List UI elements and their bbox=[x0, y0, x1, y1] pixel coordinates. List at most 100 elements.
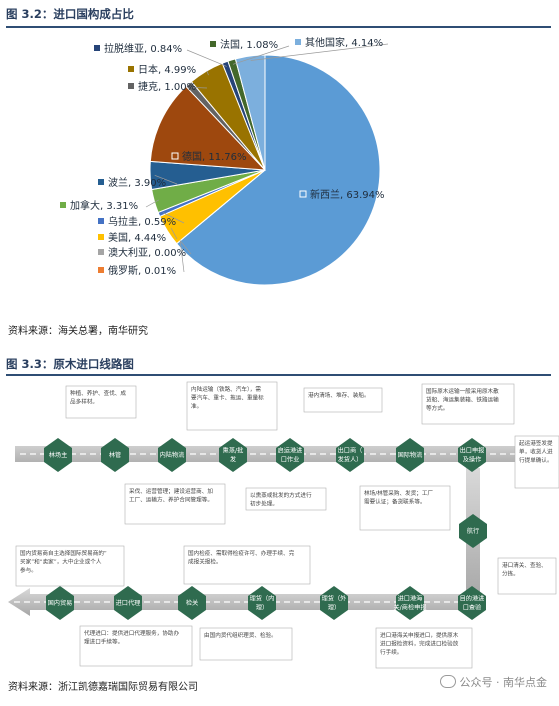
note-13 bbox=[375, 627, 473, 669]
pie-slice-7 bbox=[149, 85, 267, 171]
legend-key-10 bbox=[94, 45, 100, 51]
legend-key-0 bbox=[299, 190, 307, 198]
leader-line-3 bbox=[170, 227, 178, 240]
flow-node-bottom-3-label: 理货（内 bbox=[250, 595, 275, 603]
legend-key-12 bbox=[295, 39, 301, 45]
watermark: 公众号 · 南华点金 bbox=[439, 674, 547, 690]
leader-line-5 bbox=[145, 199, 159, 208]
note-0 bbox=[65, 385, 137, 419]
flow-node-bottom-5-label: 进口港海 bbox=[398, 595, 423, 603]
pie-label-12: 其他国家, 4.14% bbox=[305, 36, 383, 49]
note-10-text: 分拣。 bbox=[502, 570, 519, 578]
pie-label-0: 新西兰, 63.94% bbox=[310, 188, 385, 201]
leader-line-9 bbox=[206, 70, 209, 76]
flow-node-top-7 bbox=[458, 438, 486, 472]
pie-label-2: 澳大利亚, 0.00% bbox=[108, 246, 186, 259]
note-11-text: 理进口手续等。 bbox=[84, 638, 123, 646]
note-8-text: 买家”和“卖家”，大中企业或个人 bbox=[20, 558, 102, 566]
flow-node-top-2-label: 内陆物流 bbox=[160, 451, 185, 459]
legend-key-7 bbox=[171, 152, 179, 160]
legend-key-2 bbox=[98, 249, 104, 255]
pie-chart: 新西兰, 63.94% 俄罗斯, 0.01% 澳大利亚, 0.00% 美国, 4.44… bbox=[60, 36, 389, 286]
flow-node-bottom-5 bbox=[396, 586, 424, 620]
note-4-text: 起运港签发提 bbox=[519, 439, 553, 447]
note-12 bbox=[199, 627, 293, 661]
figure-title-3-3: 图 3.3：原木进口线路图 bbox=[6, 357, 134, 371]
flow-node-bottom-6-label: 目的港进 bbox=[460, 595, 485, 603]
flow-node-bottom-3-label: 理） bbox=[256, 605, 268, 612]
note-8-text: 国内货易商自主选择国际贸易商的“ bbox=[20, 549, 107, 557]
flow-node-top-3-label: 发 bbox=[230, 456, 236, 464]
note-0-text: 种植、养护、查伐、成 bbox=[70, 389, 126, 397]
pie-labels: 新西兰, 63.94% 俄罗斯, 0.01% 澳大利亚, 0.00% 美国, 4.44… bbox=[60, 36, 385, 277]
flow-node-bottom-6 bbox=[458, 586, 486, 620]
legend-key-5 bbox=[60, 202, 66, 208]
flow-node-bottom-2-label: 检关 bbox=[186, 599, 198, 607]
note-8-text: 参与。 bbox=[20, 566, 37, 574]
leader-line-10 bbox=[186, 49, 227, 67]
note-11-text: 代理进口：提供进口代理服务，协助办 bbox=[84, 629, 180, 637]
flow-node-top-5-label: 出口商（ bbox=[338, 447, 363, 455]
flow-node-top-4-label: 启运港进 bbox=[278, 447, 303, 455]
flow-node-bottom-2 bbox=[178, 586, 206, 620]
note-7 bbox=[359, 485, 451, 531]
flow-node-top-4-label: 口作业 bbox=[281, 456, 300, 464]
flow-node-side-label: 航行 bbox=[467, 527, 479, 535]
flow-node-bottom-1-label: 进口代理 bbox=[116, 599, 141, 607]
note-4-text: 行提单确认。 bbox=[519, 456, 553, 464]
note-6 bbox=[245, 487, 327, 511]
pie-label-5: 加拿大, 3.31% bbox=[70, 199, 138, 212]
flow-node-bottom-0-label: 国内贸易 bbox=[48, 599, 73, 607]
flow-node-top-6-label: 国际物流 bbox=[398, 451, 423, 459]
legend-key-6 bbox=[98, 179, 104, 185]
note-1-text: 内陆运输（铁路、汽车），需 bbox=[191, 385, 261, 393]
flow-node-top-1 bbox=[101, 438, 129, 472]
flow-node-top-0-label: 林场主 bbox=[49, 451, 68, 459]
legend-key-4 bbox=[98, 218, 104, 224]
note-3 bbox=[421, 383, 515, 425]
note-5-text: 采伐、运营管理；建设运营商、加 bbox=[129, 487, 213, 495]
legend-key-8 bbox=[128, 83, 134, 89]
pie-label-10: 拉脱维亚, 0.84% bbox=[104, 42, 182, 55]
pie-leaders bbox=[145, 43, 389, 273]
legend-key-3 bbox=[98, 234, 104, 240]
pie-label-8: 捷克, 1.00% bbox=[138, 80, 196, 93]
note-7-text: 林场/林管采购、发货；工厂 bbox=[364, 489, 433, 497]
note-4-text: 单，收货人进 bbox=[519, 448, 553, 456]
note-8 bbox=[15, 545, 125, 587]
title-rule bbox=[6, 374, 551, 376]
flow-node-bottom-4 bbox=[320, 586, 348, 620]
note-2-text: 港内清场、堆存、装船。 bbox=[308, 391, 370, 399]
figure-title-3-2: 图 3.2：进口国构成占比 bbox=[6, 7, 134, 21]
flow-node-bottom-1 bbox=[114, 586, 142, 620]
note-2 bbox=[303, 387, 383, 413]
note-13-text: 进口港海关申报进口，提供原木 bbox=[380, 631, 459, 639]
flow-node-top-2 bbox=[158, 438, 186, 472]
note-9-text: 成报关报检。 bbox=[188, 558, 222, 566]
leader-line-8 bbox=[191, 87, 208, 89]
note-1-text: 准。 bbox=[191, 402, 202, 410]
flow-node-top-5-label: 发货人） bbox=[338, 456, 363, 464]
pie-label-9: 日本, 4.99% bbox=[138, 63, 196, 76]
flow-node-top-6 bbox=[396, 438, 424, 472]
flow-node-side bbox=[459, 514, 487, 548]
note-13-text: 进口报检资料，完成进口检验放 bbox=[380, 640, 459, 648]
flow-node-top-3-label: 熏蒸/批 bbox=[223, 447, 244, 455]
legend-key-11 bbox=[210, 41, 216, 47]
flow-node-top-5 bbox=[336, 438, 364, 472]
flow-node-bottom-6-label: 口查验 bbox=[463, 604, 482, 612]
leader-line-6 bbox=[154, 174, 178, 185]
note-13-text: 行手续。 bbox=[380, 648, 402, 656]
leader-line-1 bbox=[179, 240, 185, 273]
note-9 bbox=[183, 545, 311, 585]
note-0-text: 品多样材。 bbox=[70, 398, 98, 406]
pie-label-3: 美国, 4.44% bbox=[108, 231, 166, 244]
pie-label-4: 乌拉圭, 0.59% bbox=[108, 215, 176, 228]
flow-node-top-0 bbox=[44, 438, 72, 472]
note-10-text: 港口清关、查验、 bbox=[502, 561, 547, 569]
leader-line-4 bbox=[163, 212, 185, 224]
note-9-text: 国内检疫、需取得检疫许可、办理手续、完 bbox=[188, 549, 295, 557]
leader-line-12 bbox=[250, 43, 389, 61]
